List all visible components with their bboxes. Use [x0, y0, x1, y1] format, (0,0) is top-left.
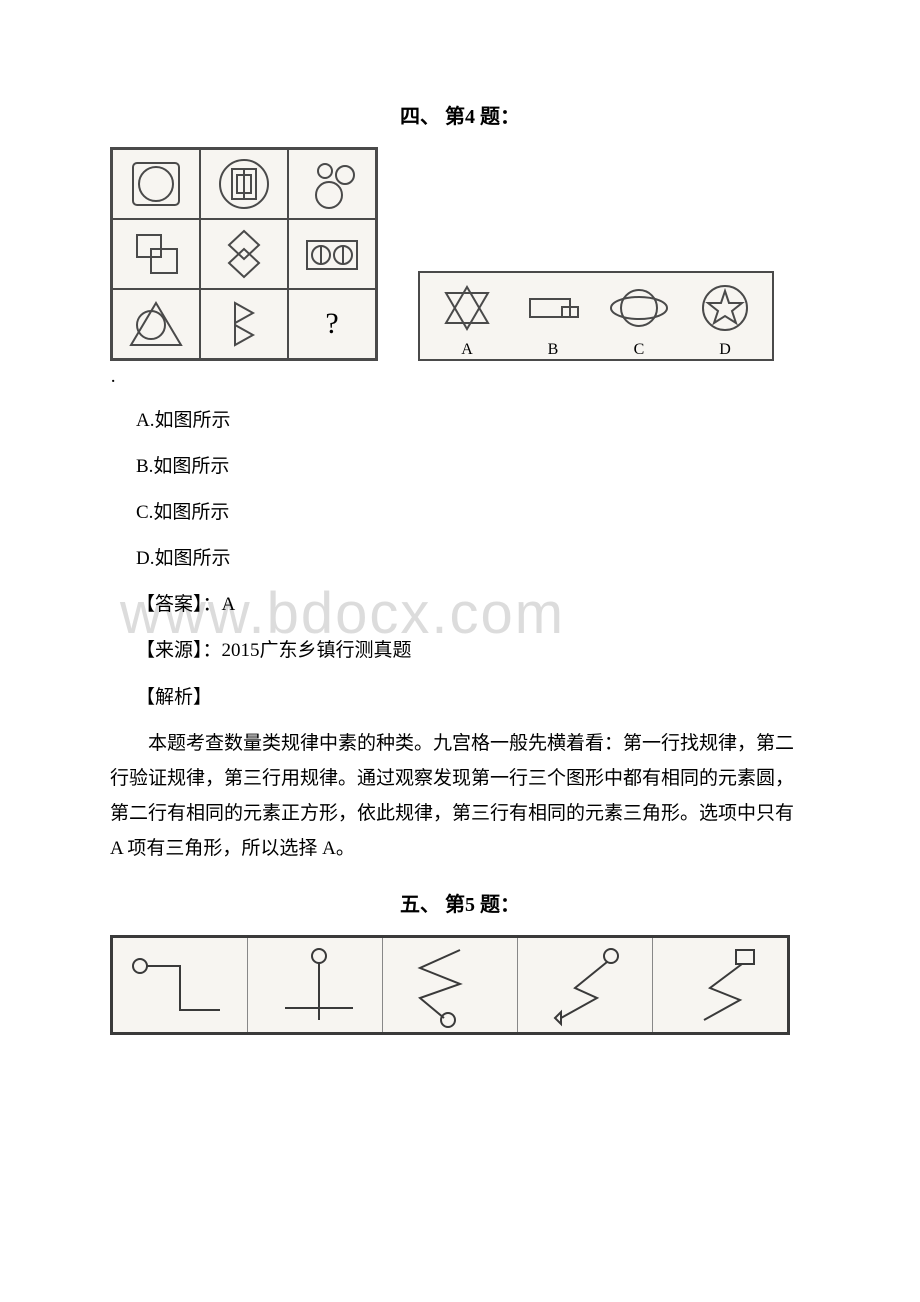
grid-cell-3-3: ? — [288, 289, 376, 359]
option-c: C — [596, 277, 682, 359]
option-a-star-of-david-icon — [432, 279, 502, 337]
q4-heading-prefix: 四、 第 — [400, 106, 465, 128]
shape-two-triangles-icon — [209, 295, 279, 353]
option-b-rectangles-icon — [518, 279, 588, 337]
dot-marker: · — [110, 371, 810, 393]
source-value: 2015广东乡镇行测真题 — [222, 640, 412, 661]
q4-heading-num: 4 — [465, 106, 475, 128]
q5-heading-suffix: 题： — [480, 894, 520, 916]
seq-shape-4-icon — [525, 940, 645, 1030]
option-d: D — [682, 277, 768, 359]
option-d-label: D — [719, 341, 731, 359]
q4-analysis-label: 【解析】 — [136, 680, 810, 716]
q4-heading: 四、 第4 题： — [110, 100, 810, 129]
seq-cell-5 — [653, 938, 787, 1032]
grid-cell-2-3 — [288, 219, 376, 289]
option-b-label: B — [548, 341, 559, 359]
grid-cell-1-3 — [288, 149, 376, 219]
option-a-label: A — [461, 341, 473, 359]
answer-value: A — [222, 594, 236, 615]
q5-heading: 五、 第5 题： — [110, 888, 810, 917]
q4-options: A B — [418, 271, 774, 361]
grid-cell-2-1 — [112, 219, 200, 289]
shape-overlap-squares-icon — [121, 225, 191, 283]
q5-heading-num: 5 — [465, 894, 475, 916]
grid-cell-3-1 — [112, 289, 200, 359]
option-d-star-in-circle-icon — [690, 279, 760, 337]
option-c-circle-ellipse-icon — [604, 279, 674, 337]
grid-cell-1-1 — [112, 149, 200, 219]
seq-cell-2 — [248, 938, 383, 1032]
q4-figure-row: ? A — [110, 147, 810, 361]
document-content: 四、 第4 题： — [110, 100, 810, 1035]
option-a: A — [424, 277, 510, 359]
grid-cell-1-2 — [200, 149, 288, 219]
option-b: B — [510, 277, 596, 359]
shape-square-circle-icon — [121, 155, 191, 213]
seq-shape-1-icon — [120, 940, 240, 1030]
seq-cell-1 — [113, 938, 248, 1032]
q5-sequence — [110, 935, 790, 1035]
q4-option-a-text: A.如图所示 — [136, 403, 810, 439]
shape-two-diamonds-icon — [209, 225, 279, 283]
q4-source-line: 【来源】：2015广东乡镇行测真题 — [136, 633, 810, 669]
seq-cell-4 — [518, 938, 653, 1032]
seq-shape-3-icon — [390, 940, 510, 1030]
question-mark: ? — [325, 307, 338, 341]
q4-analysis-text: 本题考查数量类规律中素的种类。九宫格一般先横着看：第一行找规律，第二行验证规律，… — [110, 726, 810, 867]
seq-shape-5-icon — [660, 940, 780, 1030]
seq-cell-3 — [383, 938, 518, 1032]
q4-grid: ? — [110, 147, 378, 361]
grid-cell-3-2 — [200, 289, 288, 359]
shape-triangle-circle-icon — [121, 295, 191, 353]
q4-options-box: A B — [418, 271, 774, 361]
answer-label: 【答案】： — [136, 594, 222, 615]
grid-cell-2-2 — [200, 219, 288, 289]
q4-option-c-text: C.如图所示 — [136, 495, 810, 531]
source-label: 【来源】： — [136, 640, 222, 661]
option-c-label: C — [634, 341, 645, 359]
shape-circle-nested-rects-icon — [209, 155, 279, 213]
shape-three-circles-icon — [297, 155, 367, 213]
q5-heading-prefix: 五、 第 — [400, 894, 465, 916]
seq-shape-2-icon — [255, 940, 375, 1030]
q4-answer-line: 【答案】：A — [136, 587, 810, 623]
q4-heading-suffix: 题： — [480, 106, 520, 128]
q4-option-d-text: D.如图所示 — [136, 541, 810, 577]
shape-rect-two-circles-icon — [297, 225, 367, 283]
q4-option-b-text: B.如图所示 — [136, 449, 810, 485]
